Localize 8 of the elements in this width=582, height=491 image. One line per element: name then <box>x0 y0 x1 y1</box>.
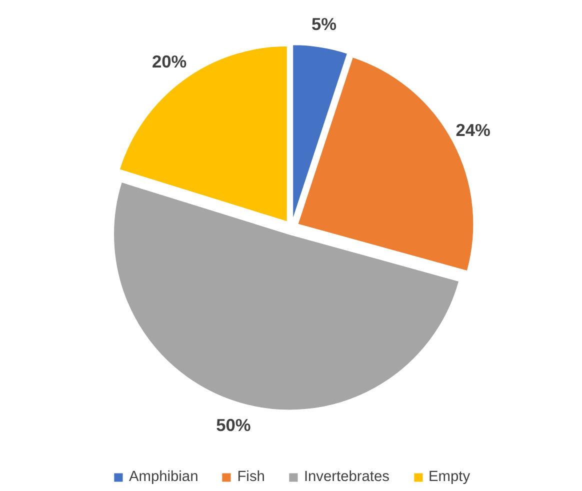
legend-label: Invertebrates <box>304 469 390 485</box>
legend-label: Amphibian <box>128 469 198 485</box>
data-label: 24% <box>456 120 490 140</box>
data-label: 20% <box>152 52 187 72</box>
legend-label: Empty <box>428 469 470 485</box>
data-label: 5% <box>312 14 337 34</box>
data-label: 50% <box>216 415 251 436</box>
legend-label: Fish <box>237 469 265 485</box>
